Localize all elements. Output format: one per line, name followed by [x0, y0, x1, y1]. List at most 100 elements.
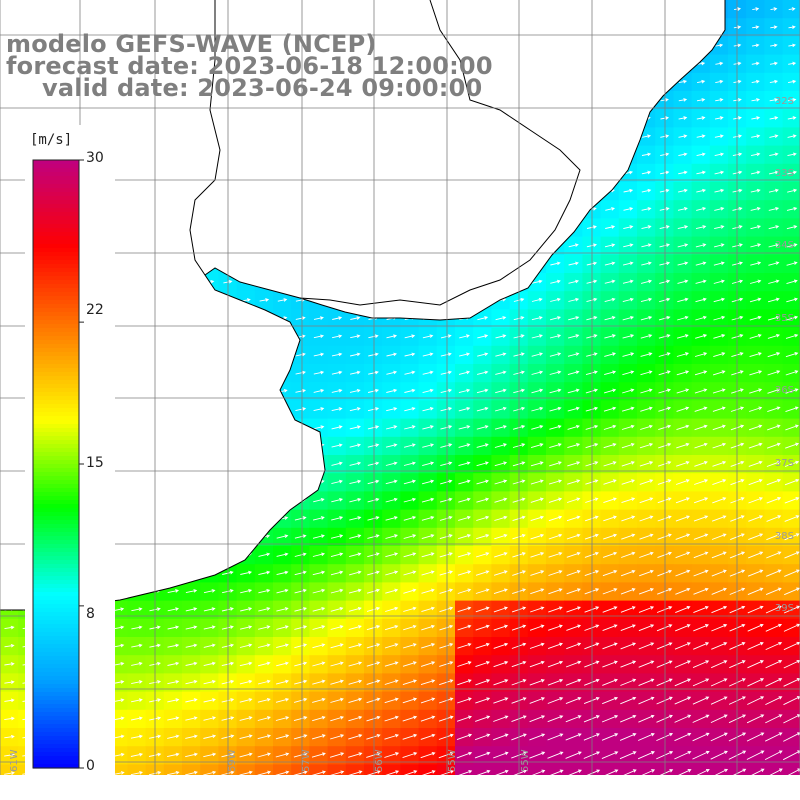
lat-label-37s: 37S	[774, 458, 794, 469]
wind-arrow	[348, 570, 362, 576]
wind-arrow	[623, 188, 634, 193]
colorbar-segment	[33, 556, 79, 561]
wind-arrow	[240, 607, 253, 612]
wind-arrow	[349, 552, 362, 558]
colorbar-segment	[33, 228, 79, 233]
wind-arrow	[713, 261, 725, 266]
wind-arrow	[349, 516, 362, 521]
wind-arrow	[550, 261, 561, 266]
wind-arrow	[384, 624, 399, 631]
wind-arrow	[167, 716, 180, 721]
colorbar-segment	[33, 360, 79, 365]
wind-arrow	[312, 606, 326, 612]
wind-arrow	[439, 552, 453, 558]
wind-arrow	[349, 352, 361, 357]
wind-arrow	[458, 515, 471, 521]
wind-arrow	[312, 570, 326, 576]
wind-arrow	[711, 660, 728, 669]
wind-arrow	[331, 407, 343, 412]
wind-arrow	[638, 678, 655, 687]
wind-arrow	[566, 570, 581, 577]
colorbar-segment	[33, 296, 79, 301]
colorbar-segment	[33, 756, 79, 761]
colorbar-segment	[33, 312, 79, 317]
wind-arrow	[765, 660, 783, 669]
wind-arrow	[641, 170, 652, 175]
wind-arrow	[4, 716, 15, 721]
colorbar-segment	[33, 348, 79, 353]
wind-arrow	[766, 569, 782, 577]
wind-arrow	[420, 679, 436, 686]
wind-arrow	[695, 334, 708, 339]
colorbar-segment	[33, 604, 79, 609]
wind-arrow	[348, 588, 362, 594]
colorbar-segment	[33, 332, 79, 337]
wind-arrow	[239, 643, 253, 648]
wind-arrow	[786, 297, 798, 303]
wind-arrow	[769, 170, 779, 175]
wind-arrow	[331, 516, 344, 521]
colorbar-segment	[33, 464, 79, 469]
wind-arrow	[221, 679, 235, 685]
wind-arrow	[366, 588, 381, 594]
wind-arrow	[457, 588, 472, 594]
wind-arrow	[656, 606, 673, 613]
wind-arrow	[185, 716, 198, 721]
lon-label-59w: 59W	[227, 749, 238, 772]
colorbar-segment	[33, 480, 79, 485]
wind-arrow	[531, 370, 544, 375]
wind-arrow	[313, 497, 325, 503]
wind-arrow	[331, 479, 343, 485]
colorbar-tick-15: 15	[86, 455, 104, 471]
wind-arrow	[694, 388, 708, 394]
colorbar-segment	[33, 572, 79, 577]
colorbar-segment	[33, 528, 79, 533]
colorbar-segment	[33, 276, 79, 281]
wind-arrow	[475, 624, 490, 631]
wind-arrow	[697, 79, 706, 84]
wind-arrow	[366, 733, 381, 740]
wind-arrow	[494, 443, 507, 448]
wind-arrow	[584, 588, 600, 595]
wind-arrow	[751, 43, 760, 48]
wind-arrow	[639, 533, 654, 540]
wind-arrow	[748, 478, 763, 486]
wind-arrow	[767, 424, 781, 431]
wind-arrow	[422, 352, 434, 357]
wind-arrow	[476, 443, 489, 448]
wind-arrow	[678, 134, 688, 138]
colorbar-segment	[33, 180, 79, 185]
wind-arrow	[348, 643, 363, 649]
wind-arrow	[749, 333, 762, 339]
wind-arrow	[385, 497, 398, 503]
wind-arrow	[621, 515, 636, 522]
wind-arrow	[693, 497, 709, 504]
wind-arrow	[659, 279, 671, 284]
wind-arrow	[767, 315, 780, 321]
wind-arrow	[712, 442, 727, 449]
colorbar-segment	[33, 600, 79, 605]
wind-arrow	[640, 279, 653, 284]
wind-arrow	[693, 551, 709, 559]
wind-arrow	[348, 697, 363, 704]
wind-arrow	[312, 588, 326, 594]
wind-arrow	[221, 734, 235, 740]
lon-label-55w: 55W	[447, 749, 458, 772]
wind-arrow	[640, 388, 653, 394]
wind-arrow	[403, 515, 417, 521]
wind-arrow	[348, 679, 363, 685]
wind-arrow	[710, 678, 728, 687]
wind-arrow	[769, 61, 778, 66]
wind-arrow	[766, 460, 781, 467]
colorbar-segment	[33, 608, 79, 613]
wind-arrow	[131, 698, 143, 703]
wind-arrow	[294, 661, 308, 667]
wind-arrow	[294, 516, 307, 521]
wind-arrow	[257, 679, 271, 685]
wind-arrow	[203, 752, 217, 758]
wind-arrow	[605, 225, 616, 229]
wind-arrow	[658, 388, 672, 394]
colorbar-tick-30: 30	[86, 150, 104, 166]
wind-arrow	[657, 515, 672, 522]
